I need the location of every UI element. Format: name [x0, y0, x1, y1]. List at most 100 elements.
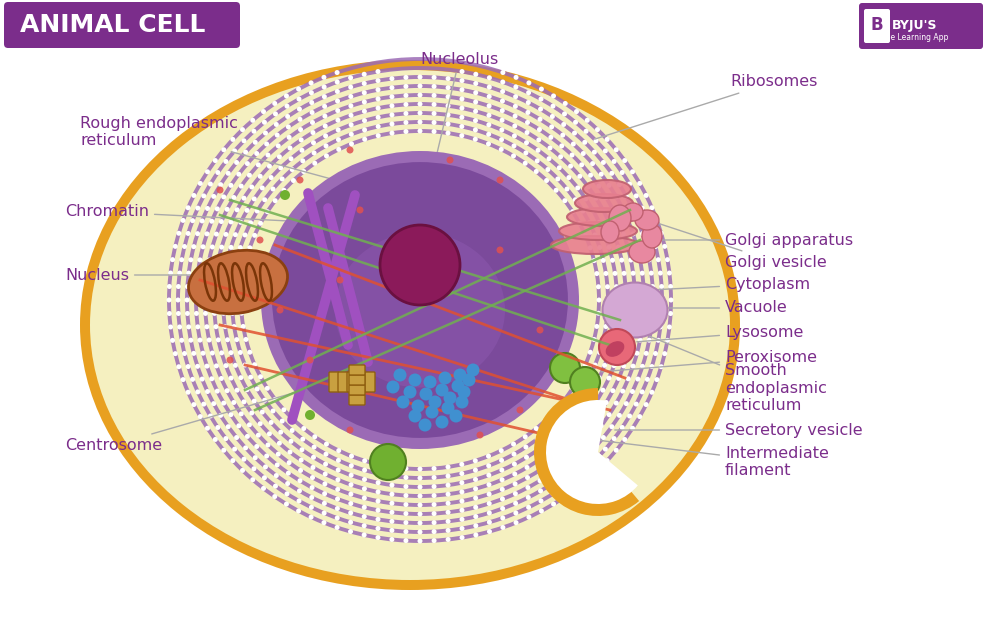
Circle shape [251, 466, 257, 471]
Circle shape [487, 84, 492, 89]
Circle shape [452, 379, 464, 392]
Circle shape [620, 207, 625, 212]
Circle shape [205, 324, 209, 329]
Circle shape [218, 182, 223, 187]
Circle shape [614, 401, 618, 406]
Circle shape [432, 502, 437, 507]
Circle shape [581, 444, 586, 449]
Circle shape [665, 257, 670, 262]
Circle shape [335, 70, 340, 75]
Circle shape [560, 462, 565, 467]
Circle shape [432, 93, 437, 98]
Ellipse shape [270, 160, 570, 440]
Circle shape [305, 410, 315, 420]
Circle shape [574, 486, 579, 491]
Circle shape [380, 225, 460, 305]
Circle shape [601, 435, 606, 440]
Circle shape [486, 463, 491, 468]
Circle shape [426, 406, 439, 418]
Circle shape [487, 520, 492, 525]
Circle shape [604, 324, 609, 329]
Circle shape [526, 505, 532, 510]
Circle shape [446, 501, 451, 506]
Circle shape [228, 183, 233, 188]
Circle shape [621, 232, 626, 237]
Circle shape [177, 324, 182, 329]
Circle shape [403, 520, 408, 525]
Ellipse shape [559, 222, 637, 240]
Circle shape [241, 196, 246, 201]
Circle shape [277, 154, 282, 159]
Circle shape [309, 100, 314, 105]
Circle shape [418, 101, 423, 106]
Circle shape [544, 417, 549, 422]
Circle shape [375, 526, 380, 531]
Circle shape [214, 232, 219, 237]
Circle shape [459, 133, 464, 138]
Circle shape [297, 488, 302, 493]
Circle shape [196, 389, 201, 394]
Circle shape [389, 130, 394, 135]
Circle shape [349, 491, 354, 496]
Circle shape [335, 506, 340, 511]
Circle shape [526, 110, 531, 115]
Circle shape [288, 146, 292, 151]
Circle shape [347, 427, 354, 433]
Circle shape [207, 181, 213, 186]
Circle shape [349, 94, 354, 99]
Circle shape [656, 257, 661, 262]
Circle shape [311, 140, 316, 145]
Circle shape [323, 134, 328, 139]
Circle shape [309, 505, 314, 510]
Circle shape [300, 437, 305, 442]
Ellipse shape [609, 205, 631, 231]
Circle shape [230, 311, 235, 316]
Circle shape [249, 185, 254, 190]
Circle shape [247, 173, 252, 178]
Circle shape [258, 374, 263, 379]
Circle shape [659, 311, 664, 316]
Circle shape [309, 90, 314, 95]
Circle shape [389, 510, 394, 515]
Circle shape [534, 426, 538, 431]
Circle shape [243, 337, 248, 342]
Circle shape [322, 113, 327, 118]
Circle shape [591, 208, 596, 213]
Circle shape [450, 410, 462, 423]
Circle shape [403, 93, 408, 98]
Circle shape [459, 480, 464, 485]
Circle shape [241, 399, 246, 404]
Circle shape [579, 433, 584, 438]
Circle shape [564, 186, 569, 192]
Circle shape [323, 144, 328, 148]
Circle shape [206, 338, 211, 343]
FancyBboxPatch shape [365, 372, 375, 392]
Circle shape [659, 364, 664, 369]
Circle shape [221, 311, 226, 316]
Circle shape [446, 491, 451, 496]
Circle shape [262, 120, 267, 125]
Circle shape [669, 297, 674, 302]
Wedge shape [548, 402, 633, 502]
Circle shape [594, 399, 599, 404]
Circle shape [563, 494, 568, 499]
Circle shape [273, 101, 278, 106]
Circle shape [403, 538, 408, 543]
Text: Peroxisome: Peroxisome [601, 350, 817, 372]
Circle shape [375, 517, 380, 522]
Circle shape [209, 350, 214, 355]
Text: Lysosome: Lysosome [637, 324, 803, 342]
Ellipse shape [567, 208, 635, 226]
Circle shape [432, 84, 437, 89]
Circle shape [389, 491, 394, 496]
Circle shape [263, 130, 268, 135]
Circle shape [375, 498, 380, 503]
Circle shape [247, 422, 252, 427]
Circle shape [432, 493, 437, 498]
Circle shape [273, 198, 278, 203]
Circle shape [560, 132, 565, 137]
Circle shape [250, 477, 255, 482]
Circle shape [260, 185, 265, 190]
Circle shape [418, 520, 423, 525]
Circle shape [432, 75, 437, 80]
